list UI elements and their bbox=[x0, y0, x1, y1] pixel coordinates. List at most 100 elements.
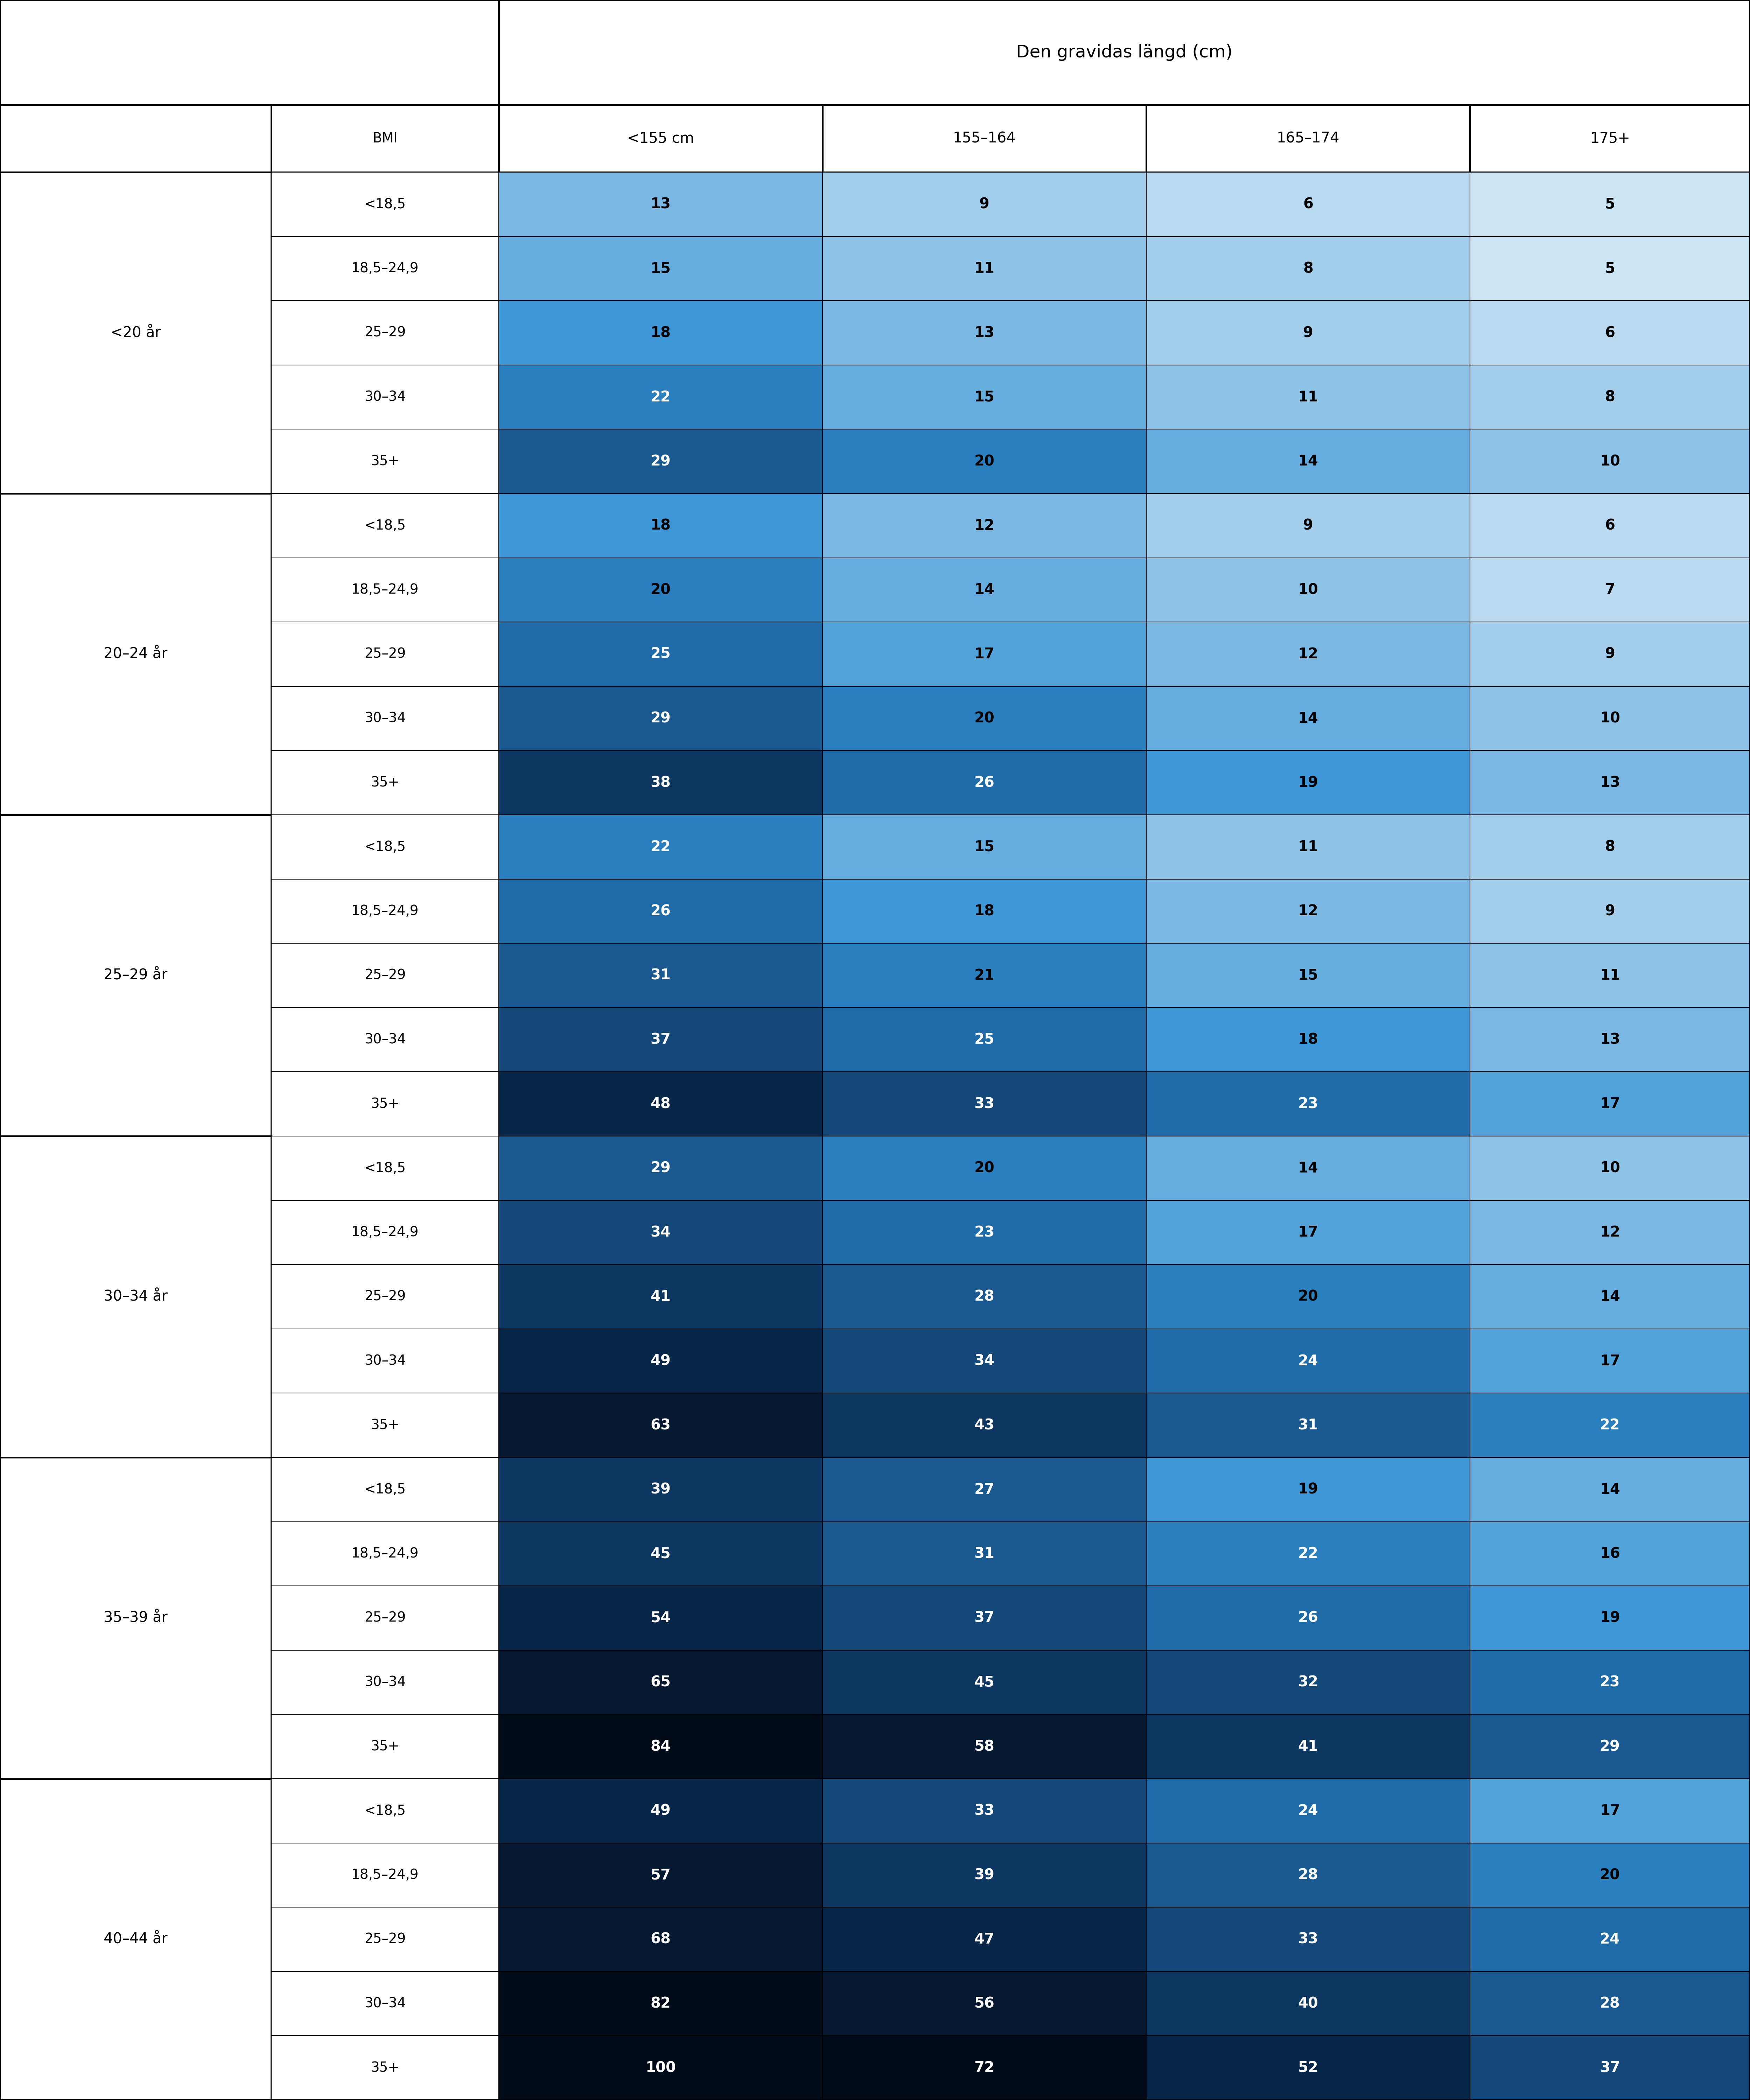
Bar bbox=[499, 1651, 822, 1714]
Bar bbox=[822, 1651, 1146, 1714]
Text: <20 år: <20 år bbox=[110, 326, 161, 340]
Bar bbox=[499, 559, 822, 622]
Text: 29: 29 bbox=[1600, 1739, 1620, 1754]
Bar bbox=[1146, 1201, 1470, 1264]
Bar bbox=[1146, 105, 1470, 172]
Text: 26: 26 bbox=[975, 775, 994, 790]
Bar bbox=[0, 1136, 271, 1457]
Text: 18: 18 bbox=[651, 519, 670, 533]
Bar bbox=[1146, 1907, 1470, 1972]
Text: 15: 15 bbox=[651, 260, 670, 275]
Text: 18,5–24,9: 18,5–24,9 bbox=[352, 1226, 418, 1239]
Bar bbox=[271, 1392, 499, 1457]
Text: 32: 32 bbox=[1298, 1676, 1318, 1690]
Bar bbox=[822, 1972, 1146, 2035]
Text: 28: 28 bbox=[975, 1289, 994, 1304]
Text: 25–29: 25–29 bbox=[364, 647, 406, 662]
Bar bbox=[822, 880, 1146, 943]
Text: 155–164: 155–164 bbox=[954, 130, 1015, 147]
Bar bbox=[499, 2035, 822, 2100]
Text: 35+: 35+ bbox=[371, 1098, 399, 1111]
Bar bbox=[822, 1008, 1146, 1071]
Text: 41: 41 bbox=[651, 1289, 670, 1304]
Text: 48: 48 bbox=[651, 1096, 670, 1111]
Bar bbox=[271, 493, 499, 559]
Text: 16: 16 bbox=[1600, 1546, 1620, 1560]
Bar bbox=[822, 687, 1146, 750]
Text: <18,5: <18,5 bbox=[364, 1483, 406, 1495]
Text: <18,5: <18,5 bbox=[364, 197, 406, 210]
Text: 175+: 175+ bbox=[1591, 130, 1629, 147]
Bar bbox=[1470, 1651, 1750, 1714]
Text: 9: 9 bbox=[1304, 326, 1312, 340]
Bar bbox=[499, 880, 822, 943]
Text: 39: 39 bbox=[651, 1483, 670, 1497]
Text: 14: 14 bbox=[1298, 1161, 1318, 1176]
Text: 31: 31 bbox=[975, 1546, 994, 1560]
Text: 18: 18 bbox=[1298, 1033, 1318, 1048]
Bar bbox=[1146, 622, 1470, 687]
Bar bbox=[1146, 237, 1470, 300]
Bar bbox=[1470, 750, 1750, 815]
Text: 30–34: 30–34 bbox=[364, 1997, 406, 2010]
Bar bbox=[499, 815, 822, 880]
Bar bbox=[1146, 1779, 1470, 1844]
Text: <155 cm: <155 cm bbox=[626, 130, 695, 147]
Bar bbox=[1146, 1844, 1470, 1907]
Text: 47: 47 bbox=[975, 1932, 994, 1947]
Text: 25–29: 25–29 bbox=[364, 326, 406, 340]
Bar bbox=[271, 300, 499, 365]
Bar bbox=[271, 428, 499, 493]
Bar bbox=[822, 622, 1146, 687]
Text: 22: 22 bbox=[1298, 1546, 1318, 1560]
Bar bbox=[822, 1264, 1146, 1329]
Bar bbox=[499, 1264, 822, 1329]
Bar bbox=[0, 493, 271, 815]
Text: 30–34 år: 30–34 år bbox=[103, 1289, 168, 1304]
Text: 15: 15 bbox=[975, 391, 994, 405]
Bar bbox=[1146, 172, 1470, 237]
Text: 22: 22 bbox=[1600, 1418, 1620, 1432]
Bar bbox=[1470, 1779, 1750, 1844]
Bar bbox=[499, 1714, 822, 1779]
Bar bbox=[499, 237, 822, 300]
Bar bbox=[499, 1779, 822, 1844]
Text: 20: 20 bbox=[1600, 1867, 1620, 1882]
Text: 23: 23 bbox=[975, 1224, 994, 1239]
Bar bbox=[499, 1329, 822, 1392]
Bar bbox=[822, 1844, 1146, 1907]
Bar bbox=[1470, 943, 1750, 1008]
Text: 41: 41 bbox=[1298, 1739, 1318, 1754]
Text: 165–174: 165–174 bbox=[1278, 130, 1339, 147]
Bar bbox=[822, 1071, 1146, 1136]
Text: 29: 29 bbox=[651, 454, 670, 468]
Bar bbox=[822, 815, 1146, 880]
Text: 25: 25 bbox=[975, 1033, 994, 1048]
Bar bbox=[499, 622, 822, 687]
Bar bbox=[1146, 1329, 1470, 1392]
Bar bbox=[271, 1844, 499, 1907]
Text: 25–29 år: 25–29 år bbox=[103, 968, 168, 983]
Bar bbox=[1470, 365, 1750, 428]
Bar bbox=[499, 428, 822, 493]
Text: 6: 6 bbox=[1304, 197, 1312, 212]
Text: 12: 12 bbox=[1298, 903, 1318, 918]
Bar bbox=[822, 559, 1146, 622]
Text: 65: 65 bbox=[651, 1676, 670, 1690]
Bar bbox=[271, 1264, 499, 1329]
Text: 49: 49 bbox=[651, 1354, 670, 1369]
Bar bbox=[1470, 880, 1750, 943]
Bar bbox=[822, 1457, 1146, 1522]
Text: 19: 19 bbox=[1298, 775, 1318, 790]
Bar bbox=[499, 1907, 822, 1972]
Bar bbox=[1146, 559, 1470, 622]
Text: 35+: 35+ bbox=[371, 456, 399, 468]
Bar bbox=[822, 1779, 1146, 1844]
Bar bbox=[499, 1457, 822, 1522]
Bar bbox=[271, 1907, 499, 1972]
Text: 10: 10 bbox=[1600, 454, 1620, 468]
Bar bbox=[822, 1522, 1146, 1586]
Text: 20: 20 bbox=[975, 454, 994, 468]
Bar bbox=[1146, 687, 1470, 750]
Text: 29: 29 bbox=[651, 712, 670, 727]
